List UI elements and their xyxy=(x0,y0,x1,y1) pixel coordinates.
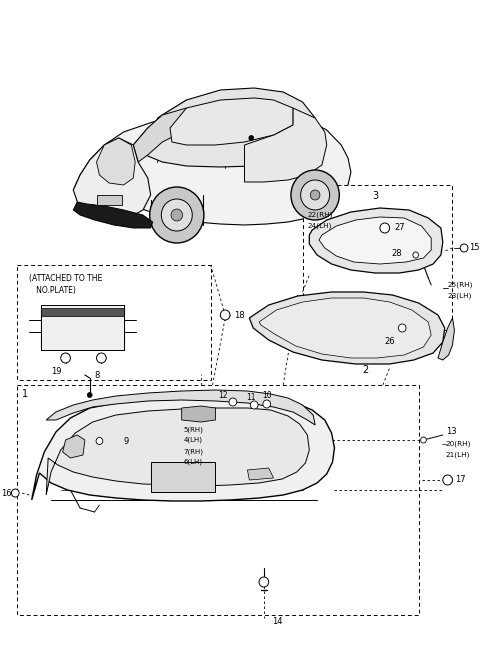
Text: 8: 8 xyxy=(95,371,100,380)
Circle shape xyxy=(291,170,339,220)
Text: 27: 27 xyxy=(395,224,405,232)
Circle shape xyxy=(380,223,390,233)
Text: 25(RH): 25(RH) xyxy=(448,281,473,288)
Text: 28: 28 xyxy=(392,249,402,258)
Polygon shape xyxy=(73,138,151,222)
Circle shape xyxy=(229,398,237,406)
Text: 18: 18 xyxy=(234,310,244,319)
Circle shape xyxy=(460,244,468,252)
Polygon shape xyxy=(46,390,315,425)
Text: 2: 2 xyxy=(362,365,369,375)
Polygon shape xyxy=(41,305,124,350)
Circle shape xyxy=(96,438,103,445)
Text: 26: 26 xyxy=(384,337,395,346)
Text: (ATTACHED TO THE: (ATTACHED TO THE xyxy=(29,274,102,283)
Text: 9: 9 xyxy=(124,436,129,445)
Text: 24(LH): 24(LH) xyxy=(307,223,332,229)
Polygon shape xyxy=(133,108,186,162)
Text: 17: 17 xyxy=(456,476,466,485)
Bar xyxy=(17,265,211,380)
Text: 1: 1 xyxy=(22,389,28,399)
Text: 10: 10 xyxy=(262,392,272,401)
Polygon shape xyxy=(73,112,351,225)
Text: 22(RH): 22(RH) xyxy=(307,212,333,218)
Circle shape xyxy=(398,324,406,332)
Polygon shape xyxy=(309,208,443,273)
Circle shape xyxy=(96,353,106,363)
Text: 5(RH): 5(RH) xyxy=(183,427,204,433)
Text: 7(RH): 7(RH) xyxy=(183,449,204,455)
Circle shape xyxy=(87,392,92,398)
Polygon shape xyxy=(151,462,216,492)
Circle shape xyxy=(171,209,182,221)
Polygon shape xyxy=(438,318,455,360)
Text: 23(LH): 23(LH) xyxy=(448,293,472,299)
Text: 15: 15 xyxy=(469,243,480,253)
Text: 13: 13 xyxy=(446,428,456,436)
Text: 6(LH): 6(LH) xyxy=(183,459,203,465)
Text: 21(LH): 21(LH) xyxy=(446,452,470,459)
Circle shape xyxy=(12,489,19,497)
Bar xyxy=(302,185,453,330)
Circle shape xyxy=(310,190,320,200)
Polygon shape xyxy=(249,292,445,364)
Polygon shape xyxy=(259,298,431,358)
Circle shape xyxy=(300,180,330,210)
Polygon shape xyxy=(133,88,319,167)
Circle shape xyxy=(161,199,192,231)
Text: 4(LH): 4(LH) xyxy=(183,437,203,443)
Circle shape xyxy=(61,353,71,363)
Polygon shape xyxy=(46,408,309,495)
Circle shape xyxy=(249,136,254,140)
Circle shape xyxy=(443,475,453,485)
Polygon shape xyxy=(247,468,274,480)
Circle shape xyxy=(263,400,271,408)
Text: 14: 14 xyxy=(273,617,283,626)
Polygon shape xyxy=(170,98,293,145)
Polygon shape xyxy=(73,202,153,228)
Polygon shape xyxy=(319,217,431,264)
Text: 20(RH): 20(RH) xyxy=(446,441,471,447)
Polygon shape xyxy=(181,406,216,422)
Circle shape xyxy=(259,577,269,587)
Circle shape xyxy=(420,437,426,443)
Text: 11: 11 xyxy=(247,392,256,401)
Circle shape xyxy=(250,401,258,409)
Text: 3: 3 xyxy=(372,191,378,201)
Text: 19: 19 xyxy=(51,367,61,377)
Circle shape xyxy=(220,310,230,320)
Polygon shape xyxy=(63,435,85,458)
Polygon shape xyxy=(96,195,121,205)
Polygon shape xyxy=(32,397,335,501)
Polygon shape xyxy=(41,308,124,316)
Circle shape xyxy=(413,252,419,258)
Polygon shape xyxy=(244,108,327,182)
Text: NO.PLATE): NO.PLATE) xyxy=(29,287,76,295)
Polygon shape xyxy=(96,138,135,185)
Bar xyxy=(17,385,419,615)
Text: 16: 16 xyxy=(1,489,12,497)
Text: 12: 12 xyxy=(218,390,228,400)
Circle shape xyxy=(150,187,204,243)
